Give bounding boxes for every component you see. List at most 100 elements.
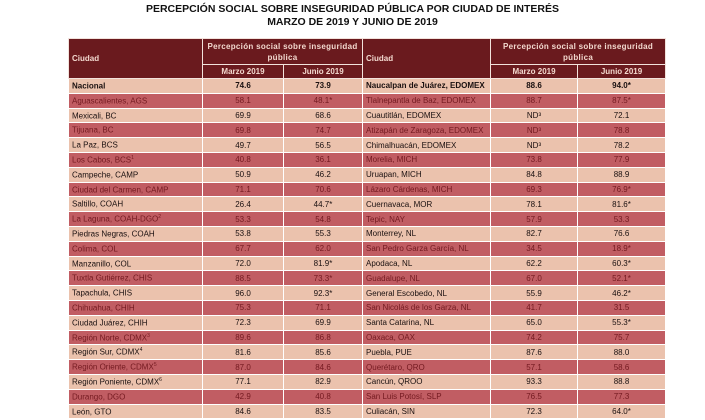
city-name: San Nicolás de los Garza, NL	[362, 300, 492, 316]
footnote-marker: 1	[131, 155, 134, 162]
june-value: 58.6	[577, 359, 667, 375]
perception-table: Ciudad Percepción social sobre insegurid…	[68, 38, 667, 420]
table-row: Aguascalientes, AGS 58.1 48.1* Tlalnepantla…	[68, 93, 667, 109]
table-row: Mexicali, BC 69.9 68.6 Cuautitlán, EDOMEX ND…	[68, 108, 667, 124]
march-value: 62.2	[490, 256, 579, 272]
city-name: Colima, COL	[68, 241, 203, 257]
city-name: Región Sur, CDMX4	[68, 344, 203, 361]
city-name: Manzanillo, COL	[68, 256, 203, 272]
june-value: 48.1*	[282, 93, 364, 109]
table-row: Colima, COL 67.7 62.0 San Pedro Garza Garcí…	[68, 241, 667, 257]
june-value: 94.0*	[577, 78, 667, 94]
june-value: 62.0	[282, 241, 364, 257]
june-value: 36.1	[282, 152, 364, 168]
june-value: 86.8	[282, 330, 364, 346]
table-row: Durango, DGO 42.9 40.8 San Luis Potosí, SLP…	[68, 389, 667, 405]
march-value: 58.1	[202, 93, 284, 109]
table-row: Tijuana, BC 69.8 74.7 Atizapán de Zaragoza,…	[68, 122, 667, 139]
city-name: Piedras Negras, COAH	[68, 226, 203, 242]
june-value: 53.3	[577, 211, 667, 227]
city-name: León, GTO	[68, 404, 203, 420]
june-value: 76.9*	[577, 182, 667, 198]
city-name: Querétaro, QRO	[362, 359, 492, 375]
march-value: 78.1	[490, 196, 579, 213]
city-name: Aguascalientes, AGS	[68, 93, 203, 109]
june-value: 70.6	[282, 182, 364, 198]
march-value: 71.1	[202, 182, 284, 198]
march-value: 69.3	[490, 182, 579, 198]
june-value: 72.1	[577, 108, 667, 124]
june-value: 56.5	[282, 137, 364, 153]
table-row: Región Poniente, CDMX6 77.1 82.9 Cancún, QR…	[68, 374, 667, 390]
city-name: Santa Catarina, NL	[362, 315, 492, 331]
city-name: Chihuahua, CHIH	[68, 300, 203, 316]
city-name: Los Cabos, BCS1	[68, 152, 203, 168]
table-row: La Laguna, COAH-DGO2 53.3 54.8 Tepic, NAY 57…	[68, 211, 667, 227]
column-header-june-left: Junio 2019	[282, 64, 364, 79]
march-value: 49.7	[202, 137, 284, 153]
june-value: 52.1*	[577, 270, 667, 287]
march-value: ND³	[490, 108, 579, 124]
june-value: 68.6	[282, 108, 364, 124]
june-value: 55.3	[282, 226, 364, 242]
march-value: 57.1	[490, 359, 579, 375]
march-value: 87.0	[202, 359, 284, 375]
column-header-city-left: Ciudad	[68, 38, 203, 79]
table-row: Tuxtla Gutiérrez, CHIS 88.5 73.3* Guadalupe…	[68, 270, 667, 287]
june-value: 46.2	[282, 167, 364, 183]
city-name: Tuxtla Gutiérrez, CHIS	[68, 270, 203, 287]
june-value: 81.9*	[282, 256, 364, 272]
june-value: 75.7	[577, 330, 667, 346]
city-name: Tijuana, BC	[68, 122, 203, 139]
city-name: Saltillo, COAH	[68, 196, 203, 213]
table-row: Ciudad Juárez, CHIH 72.3 69.9 Santa Catarin…	[68, 315, 667, 331]
table-row: Campeche, CAMP 50.9 46.2 Uruapan, MICH 84.8 8…	[68, 167, 667, 183]
city-name: Tapachula, CHIS	[68, 285, 203, 301]
march-value: 89.6	[202, 330, 284, 346]
document-title: PERCEPCIÓN SOCIAL SOBRE INSEGURIDAD PÚBL…	[145, 3, 560, 15]
march-value: 76.5	[490, 389, 579, 405]
city-name: La Paz, BCS	[68, 137, 203, 153]
march-value: 72.0	[202, 256, 284, 272]
june-value: 74.7	[282, 122, 364, 139]
june-value: 83.5	[282, 404, 364, 420]
footnote-marker: 6	[159, 377, 162, 383]
city-name: Apodaca, NL	[362, 256, 492, 272]
city-name: San Pedro Garza García, NL	[362, 241, 492, 257]
march-value: 55.9	[490, 285, 579, 301]
march-value: 72.3	[490, 404, 579, 420]
june-value: 46.2*	[577, 285, 667, 301]
june-value: 78.8	[577, 122, 667, 139]
city-name: Naucalpan de Juárez, EDOMEX	[362, 78, 492, 94]
march-value: 87.6	[490, 344, 579, 361]
june-value: 81.6*	[577, 196, 667, 213]
june-value: 85.6	[282, 344, 364, 361]
june-value: 88.9	[577, 167, 667, 183]
city-name: Región Poniente, CDMX6	[68, 374, 203, 390]
column-header-march-right: Marzo 2019	[490, 64, 579, 79]
table-row: La Paz, BCS 49.7 56.5 Chimalhuacán, EDOMEX N…	[68, 137, 667, 153]
june-value: 92.3*	[282, 285, 364, 301]
table-row: Manzanillo, COL 72.0 81.9* Apodaca, NL 62.2 6…	[68, 256, 667, 272]
city-name: Guadalupe, NL	[362, 270, 492, 287]
june-value: 40.8	[282, 389, 364, 405]
city-name: Morelia, MICH	[362, 152, 492, 168]
city-name: Chimalhuacán, EDOMEX	[362, 137, 492, 153]
march-value: 53.3	[202, 211, 284, 227]
march-value: 42.9	[202, 389, 284, 405]
city-name: Tepic, NAY	[362, 211, 492, 227]
march-value: 93.3	[490, 374, 579, 390]
march-value: 65.0	[490, 315, 579, 331]
table-row: Región Norte, CDMX3 89.6 86.8 Oaxaca, OAX 74…	[68, 330, 667, 346]
document-subtitle: MARZO DE 2019 Y JUNIO DE 2019	[267, 16, 438, 28]
city-name: Durango, DGO	[68, 389, 203, 405]
june-value: 73.9	[282, 78, 364, 94]
city-name: Mexicali, BC	[68, 108, 203, 124]
city-name: Monterrey, NL	[362, 226, 492, 242]
table-row: Saltillo, COAH 26.4 44.7* Cuernavaca, MOR 78…	[68, 196, 667, 213]
march-value: 77.1	[202, 374, 284, 390]
city-name: Oaxaca, OAX	[362, 330, 492, 346]
city-name: Culiacán, SIN	[362, 404, 492, 420]
footnote-marker: 4	[139, 347, 143, 354]
table-row: Los Cabos, BCS1 40.8 36.1 Morelia, MICH 73.8…	[68, 152, 667, 168]
